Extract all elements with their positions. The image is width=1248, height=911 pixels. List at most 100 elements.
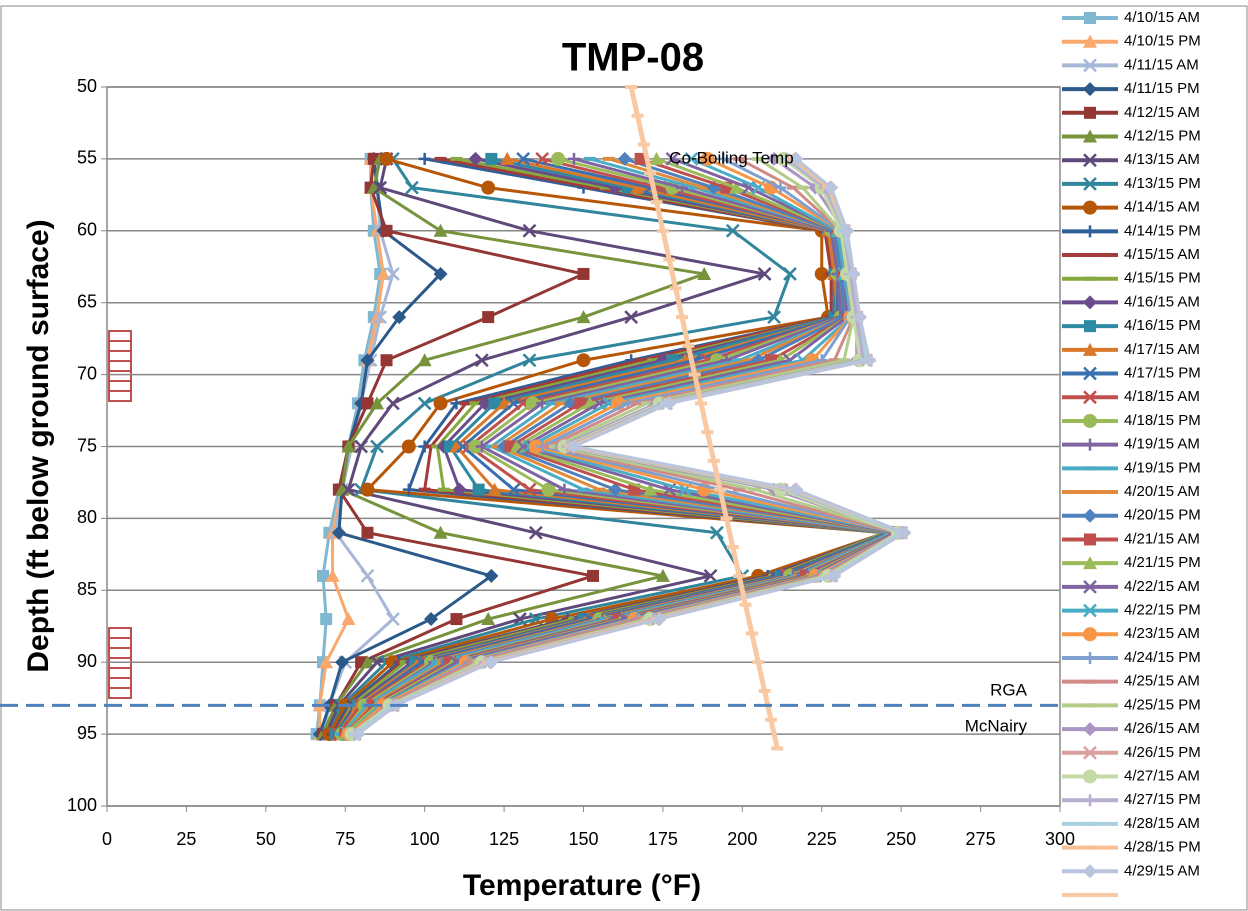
annotation: RGA bbox=[990, 680, 1027, 699]
marker bbox=[500, 151, 515, 165]
screen-hatch bbox=[109, 637, 131, 689]
x-tick-label: 225 bbox=[807, 829, 837, 849]
legend-label: 4/10/15 PM bbox=[1124, 33, 1201, 50]
marker bbox=[1083, 34, 1097, 48]
marker bbox=[320, 613, 333, 626]
marker bbox=[1083, 366, 1097, 381]
marker bbox=[506, 482, 521, 497]
legend-entry: 4/17/15 PM bbox=[1062, 365, 1201, 382]
y-tick-label: 95 bbox=[77, 723, 97, 743]
marker bbox=[1083, 627, 1097, 642]
marker bbox=[1083, 129, 1097, 143]
legend-entry: 4/19/15 AM bbox=[1062, 436, 1200, 453]
marker bbox=[386, 267, 400, 281]
legend-entry: 4/17/15 AM bbox=[1062, 341, 1200, 358]
marker bbox=[852, 310, 867, 325]
legend-entry: 4/28/15 PM bbox=[1062, 839, 1201, 856]
legend-label: 4/21/15 PM bbox=[1124, 554, 1201, 571]
y-tick-label: 85 bbox=[77, 579, 97, 599]
legend-label: 4/11/15 PM bbox=[1124, 80, 1200, 97]
marker bbox=[392, 310, 407, 325]
marker bbox=[551, 151, 566, 166]
marker bbox=[360, 569, 375, 583]
legend-entry: 4/12/15 AM bbox=[1062, 104, 1200, 121]
marker bbox=[728, 180, 743, 194]
legend-label: 4/14/15 AM bbox=[1124, 199, 1200, 216]
marker bbox=[1084, 794, 1096, 807]
marker bbox=[717, 152, 730, 165]
legend-label: 4/12/15 AM bbox=[1124, 104, 1200, 121]
marker bbox=[1084, 320, 1096, 333]
marker bbox=[652, 612, 667, 627]
x-axis-label: Temperature (°F) bbox=[463, 869, 701, 902]
legend-label: 4/25/15 AM bbox=[1124, 673, 1200, 690]
screen-hatch bbox=[109, 340, 131, 392]
legend-entry: 4/22/15 AM bbox=[1062, 578, 1200, 595]
marker bbox=[522, 482, 537, 497]
legend-label: 4/25/15 PM bbox=[1124, 696, 1201, 713]
legend-label: 4/21/15 AM bbox=[1124, 530, 1200, 547]
marker bbox=[541, 482, 556, 497]
x-tick-label: 50 bbox=[256, 829, 276, 849]
marker bbox=[418, 152, 431, 165]
marker bbox=[1083, 508, 1097, 523]
x-tick-label: 100 bbox=[410, 829, 440, 849]
x-tick-label: 150 bbox=[568, 829, 598, 849]
marker bbox=[649, 151, 664, 165]
marker bbox=[897, 525, 912, 540]
marker bbox=[608, 482, 623, 497]
marker bbox=[576, 353, 591, 368]
marker bbox=[317, 569, 330, 582]
marker bbox=[700, 151, 715, 166]
legend-entry: 4/24/15 PM bbox=[1062, 649, 1201, 666]
marker bbox=[386, 396, 400, 411]
marker bbox=[376, 266, 391, 280]
x-tick-label: 25 bbox=[176, 829, 196, 849]
y-tick-label: 80 bbox=[77, 507, 97, 527]
marker bbox=[1083, 390, 1097, 405]
legend-entry: 4/27/15 PM bbox=[1062, 791, 1201, 808]
annotation: McNairy bbox=[965, 716, 1028, 735]
legend-entry: 4/26/15 PM bbox=[1062, 744, 1201, 761]
screen-box bbox=[108, 330, 132, 402]
x-tick-label: 0 bbox=[102, 829, 112, 849]
marker bbox=[474, 353, 489, 368]
marker bbox=[665, 152, 680, 166]
legend-entry: 4/25/15 PM bbox=[1062, 696, 1201, 713]
marker bbox=[360, 655, 375, 669]
marker bbox=[341, 612, 356, 626]
legend-label: 4/29/15 AM bbox=[1124, 862, 1200, 879]
marker bbox=[824, 180, 839, 195]
legend-entry: 4/27/15 AM bbox=[1062, 767, 1200, 784]
marker bbox=[1084, 12, 1096, 24]
marker bbox=[373, 310, 388, 324]
marker bbox=[1083, 200, 1097, 215]
marker bbox=[481, 612, 496, 626]
legend-label: 4/17/15 AM bbox=[1124, 341, 1200, 358]
marker bbox=[535, 152, 550, 166]
marker bbox=[487, 482, 502, 496]
marker bbox=[478, 396, 493, 411]
marker bbox=[497, 396, 512, 410]
marker bbox=[484, 568, 499, 583]
legend-label: 4/28/15 AM bbox=[1124, 815, 1200, 832]
x-tick-label: 125 bbox=[489, 829, 519, 849]
marker bbox=[1083, 58, 1097, 73]
legend-label: 4/28/15 PM bbox=[1124, 839, 1201, 856]
marker bbox=[566, 439, 581, 454]
marker bbox=[1083, 177, 1097, 191]
marker bbox=[481, 180, 496, 195]
marker bbox=[361, 526, 374, 539]
marker bbox=[814, 266, 829, 281]
marker bbox=[373, 180, 388, 195]
legend-label: 4/17/15 PM bbox=[1124, 365, 1201, 382]
y-tick-label: 60 bbox=[77, 220, 97, 240]
marker bbox=[417, 396, 432, 411]
marker bbox=[488, 397, 501, 410]
legend-entry: 4/10/15 PM bbox=[1062, 33, 1201, 50]
legend-label: 4/27/15 AM bbox=[1124, 767, 1200, 784]
marker bbox=[380, 224, 393, 237]
legend-entry: 4/12/15 PM bbox=[1062, 127, 1201, 144]
marker bbox=[402, 483, 415, 496]
